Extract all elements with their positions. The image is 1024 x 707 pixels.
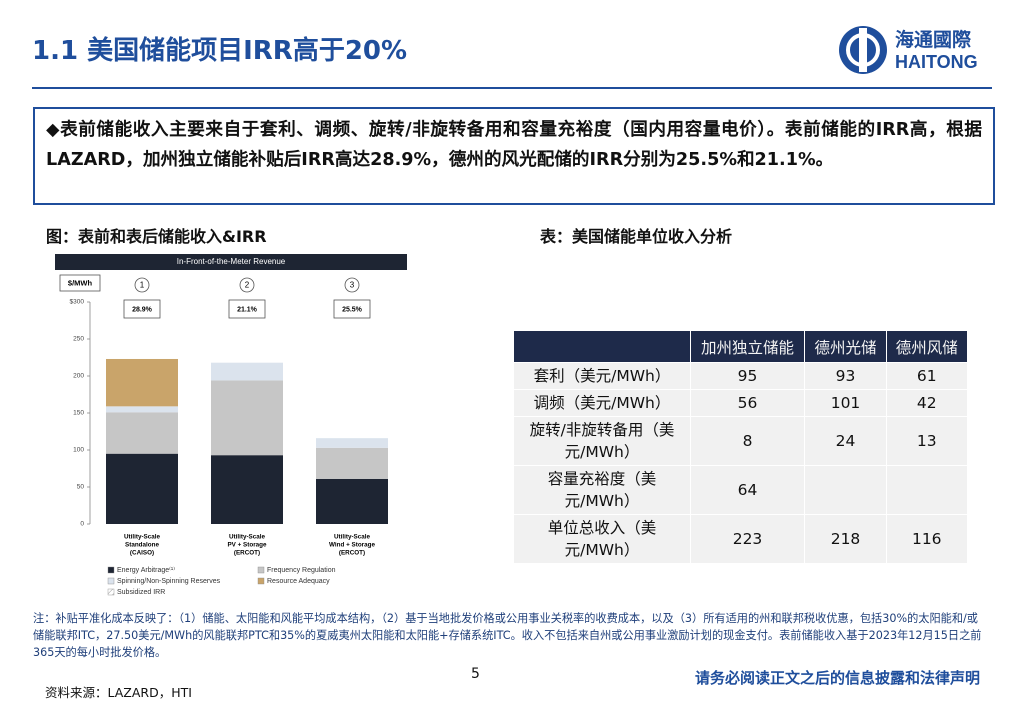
y-tick-label: 50 bbox=[77, 484, 85, 491]
bar-segment bbox=[316, 447, 388, 479]
column-header: 德州光储 bbox=[804, 331, 887, 363]
table-row: 容量充裕度（美元/MWh） 64 bbox=[513, 465, 967, 515]
chart-title: In-Front-of-the-Meter Revenue bbox=[177, 257, 286, 266]
summary-box: ◆表前储能收入主要来自于套利、调频、旋转/非旋转备用和容量充裕度（国内用容量电价… bbox=[33, 107, 995, 205]
legend-swatch bbox=[107, 566, 115, 574]
row-label: 单位总收入（美元/MWh） bbox=[513, 514, 691, 563]
x-tick-label: Utility-Scale bbox=[124, 534, 161, 541]
column-header: 加州独立储能 bbox=[690, 331, 805, 363]
legend-label: Frequency Regulation bbox=[267, 567, 336, 574]
y-tick-label: $300 bbox=[70, 299, 85, 306]
bar-segment bbox=[316, 478, 388, 524]
cell: 101 bbox=[804, 389, 887, 417]
irr-box bbox=[228, 299, 266, 319]
irr-box bbox=[123, 299, 161, 319]
cell: 93 bbox=[804, 362, 887, 390]
header-corner bbox=[513, 331, 691, 363]
row-label: 容量充裕度（美元/MWh） bbox=[513, 465, 691, 515]
irr-marker: 2 bbox=[245, 281, 250, 290]
irr-marker: 1 bbox=[140, 281, 145, 290]
irr-marker-circle bbox=[239, 277, 255, 293]
table-caption: 表：美国储能单位收入分析 bbox=[540, 227, 733, 246]
y-tick-label: 150 bbox=[73, 410, 84, 417]
logo: 海通國際 HAITONG bbox=[839, 26, 978, 74]
irr-label: 21.1% bbox=[237, 306, 258, 313]
legend-swatch bbox=[107, 577, 115, 585]
cell: 24 bbox=[804, 416, 887, 466]
cell: 13 bbox=[886, 416, 967, 466]
slide-title: 1.1 美国储能项目IRR高于20% bbox=[32, 36, 408, 66]
y-tick-label: 0 bbox=[80, 521, 84, 528]
legend-swatch bbox=[107, 588, 115, 596]
bar-segment bbox=[106, 358, 178, 407]
footnote: 注：补贴平准化成本反映了：（1）储能、太阳能和风能平均成本结构，（2）基于当地批… bbox=[33, 612, 982, 659]
row-label: 套利（美元/MWh） bbox=[513, 362, 691, 390]
cell: 64 bbox=[690, 465, 805, 515]
bar-segment bbox=[106, 406, 178, 413]
empty-cell bbox=[886, 465, 967, 515]
legend-swatch bbox=[257, 566, 265, 574]
cell: 61 bbox=[886, 362, 967, 390]
legend-label: Subsidized IRR bbox=[117, 589, 165, 596]
table-header: 加州独立储能 德州光储 德州风储 bbox=[513, 331, 967, 363]
x-tick-label: (ERCOT) bbox=[234, 550, 260, 557]
irr-box bbox=[333, 299, 371, 319]
x-tick-label: PV + Storage bbox=[227, 542, 267, 549]
cell: 223 bbox=[690, 514, 805, 563]
cell: 8 bbox=[690, 416, 805, 466]
figure-caption: 图：表前和表后储能收入&IRR bbox=[46, 227, 267, 246]
legend-label: Spinning/Non-Spinning Reserves bbox=[117, 578, 221, 585]
logo-en: HAITONG bbox=[895, 52, 978, 72]
cell: 116 bbox=[886, 514, 967, 563]
table-row: 套利（美元/MWh） 95 93 61 bbox=[513, 362, 967, 390]
title-rule bbox=[32, 87, 992, 89]
x-tick-label: (CAISO) bbox=[130, 550, 154, 557]
table-row: 单位总收入（美元/MWh） 223 218 116 bbox=[513, 514, 967, 563]
x-tick-label: (ERCOT) bbox=[339, 550, 365, 557]
chart-title-bar bbox=[55, 254, 407, 270]
cell: 218 bbox=[804, 514, 887, 563]
x-tick-label: Wind + Storage bbox=[329, 542, 375, 549]
y-label-box bbox=[59, 274, 101, 292]
source: 资料来源：LAZARD，HTI bbox=[45, 685, 192, 700]
logo-icon-bar bbox=[859, 28, 867, 72]
bar-segment bbox=[211, 380, 283, 456]
table-row: 旋转/非旋转备用（美元/MWh） 8 24 13 bbox=[513, 416, 967, 466]
bar-segment bbox=[316, 438, 388, 448]
chart: In-Front-of-the-Meter Revenue $/MWh 0 50 1… bbox=[55, 254, 407, 596]
bar-segment bbox=[106, 412, 178, 454]
table-row: 调频（美元/MWh） 56 101 42 bbox=[513, 389, 967, 417]
x-tick-label: Utility-Scale bbox=[229, 534, 266, 541]
irr-label: 28.9% bbox=[132, 306, 153, 313]
empty-cell bbox=[804, 465, 887, 515]
cell: 42 bbox=[886, 389, 967, 417]
x-tick-label: Utility-Scale bbox=[334, 534, 371, 541]
cell: 95 bbox=[690, 362, 805, 390]
y-axis-label: $/MWh bbox=[68, 278, 93, 287]
logo-cn: 海通國際 bbox=[895, 28, 972, 51]
page-number: 5 bbox=[471, 666, 480, 682]
legend-label: Energy Arbitrage⁽¹⁾ bbox=[117, 566, 175, 574]
cell: 56 bbox=[690, 389, 805, 417]
irr-marker-circle bbox=[344, 277, 360, 293]
irr-label: 25.5% bbox=[342, 306, 363, 313]
bar-segment bbox=[211, 362, 283, 381]
bar-segment bbox=[211, 455, 283, 524]
x-tick-label: Standalone bbox=[125, 542, 159, 549]
y-tick-label: 100 bbox=[73, 447, 84, 454]
bar-segment bbox=[106, 453, 178, 524]
row-label: 旋转/非旋转备用（美元/MWh） bbox=[513, 416, 691, 466]
y-tick-label: 250 bbox=[73, 336, 84, 343]
column-header: 德州风储 bbox=[886, 331, 967, 363]
disclaimer: 请务必阅读正文之后的信息披露和法律声明 bbox=[694, 669, 980, 687]
irr-marker: 3 bbox=[350, 281, 355, 290]
row-label: 调频（美元/MWh） bbox=[513, 389, 691, 417]
y-tick-label: 200 bbox=[73, 373, 84, 380]
revenue-table: 加州独立储能 德州光储 德州风储 套利（美元/MWh） 95 93 61 调频（美元/MWh… bbox=[513, 331, 967, 563]
irr-marker-circle bbox=[134, 277, 150, 293]
legend-label: Resource Adequacy bbox=[267, 578, 330, 585]
legend-swatch bbox=[257, 577, 265, 585]
